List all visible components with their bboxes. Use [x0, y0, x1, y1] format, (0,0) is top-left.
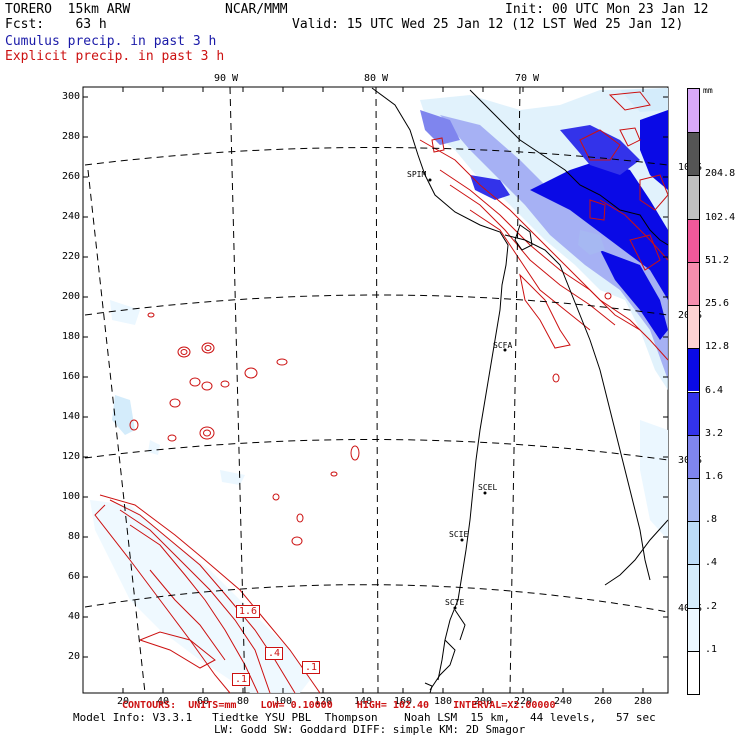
station-scte: SCTE — [445, 598, 465, 607]
cumulus-precip-shading — [90, 88, 668, 693]
footer-model-info: Model Info: V3.3.1 Tiedtke YSU PBL Thomp… — [73, 711, 656, 724]
lon-label-80w: 80 W — [364, 73, 389, 84]
lon-label-90w: 90 W — [214, 73, 239, 84]
y-tick-label: 300 — [61, 91, 80, 102]
x-tick-label: 140 — [353, 696, 373, 707]
x-tick-label: 100 — [273, 696, 293, 707]
colorbar-level-label: 25.6 — [705, 298, 730, 310]
y-tick-label: 120 — [61, 451, 80, 462]
colorbar-unit: mm — [703, 86, 713, 95]
colorbar-segment — [688, 175, 699, 219]
footer-physics: LW: Godd SW: Goddard DIFF: simple KM: 2D… — [214, 723, 526, 736]
contour-label-0-1-a: .1 — [302, 661, 321, 674]
colorbar-segment — [688, 305, 699, 349]
colorbar-segment — [688, 348, 699, 392]
colorbar-segment — [688, 434, 699, 478]
y-tick-label: 20 — [67, 651, 80, 662]
colorbar-segment — [688, 607, 699, 651]
y-tick-label: 80 — [67, 531, 80, 542]
x-tick-label: 280 — [633, 696, 653, 707]
colorbar-level-label: 204.8 — [705, 168, 736, 180]
y-tick-label: 100 — [61, 491, 80, 502]
colorbar-segment — [688, 261, 699, 306]
y-tick-label: 140 — [61, 411, 80, 422]
field-explicit-label: Explicit precip. in past 3 h — [5, 49, 225, 64]
x-tick-label: 60 — [196, 696, 210, 707]
colorbar-segment — [688, 650, 699, 694]
station-markers — [428, 178, 507, 610]
colorbar-level-label: .2 — [705, 600, 718, 612]
center-name: NCAR/MMM — [225, 2, 288, 17]
contour-label-0-1-b: .1 — [232, 673, 251, 686]
y-tick-label: 40 — [67, 611, 80, 622]
x-tick-label: 80 — [236, 696, 250, 707]
y-tick-label: 240 — [61, 211, 80, 222]
colorbar-level-label: 3.2 — [705, 427, 724, 439]
valid-time: Valid: 15 UTC Wed 25 Jan 12 (12 LST Wed … — [292, 17, 684, 32]
colorbar-level-label: 102.4 — [705, 211, 736, 223]
contour-label-0-4: .4 — [265, 647, 284, 660]
init-time: Init: 00 UTC Mon 23 Jan 12 — [505, 2, 709, 17]
colorbar-level-label: 51.2 — [705, 254, 730, 266]
x-tick-label: 180 — [433, 696, 453, 707]
station-spim: SPIM — [407, 170, 427, 179]
x-tick-label: 20 — [116, 696, 130, 707]
station-scfa: SCFA — [493, 341, 513, 350]
station-scel: SCEL — [478, 483, 498, 492]
x-tick-label: 200 — [473, 696, 493, 707]
colorbar-segment — [688, 391, 699, 435]
colorbar-segment — [688, 132, 699, 176]
y-tick-label: 180 — [61, 331, 80, 342]
lat-lon-grid — [84, 87, 668, 693]
axis-ticks — [83, 87, 668, 693]
station-scie: SCIE — [449, 530, 469, 539]
x-tick-label: 120 — [313, 696, 333, 707]
lon-label-70w: 70 W — [515, 73, 540, 84]
x-tick-label: 220 — [513, 696, 533, 707]
x-tick-label: 160 — [393, 696, 413, 707]
x-tick-label: 260 — [593, 696, 613, 707]
coastline — [371, 87, 668, 693]
colorbar-segment — [688, 477, 699, 522]
model-title: TORERO 15km ARW — [5, 2, 131, 17]
field-cumulus-label: Cumulus precip. in past 3 h — [5, 34, 217, 49]
colorbar-level-label: .4 — [705, 557, 718, 569]
y-tick-label: 160 — [61, 371, 80, 382]
colorbar — [687, 88, 700, 695]
colorbar-segment — [688, 521, 699, 565]
colorbar-level-label: .8 — [705, 514, 718, 526]
y-tick-label: 260 — [61, 171, 80, 182]
colorbar-level-label: 12.8 — [705, 341, 730, 353]
colorbar-segment — [688, 218, 699, 262]
x-tick-label: 240 — [553, 696, 573, 707]
colorbar-segment — [688, 89, 699, 133]
y-tick-label: 280 — [61, 131, 80, 142]
y-tick-label: 220 — [61, 251, 80, 262]
contour-label-1-6: 1.6 — [236, 605, 261, 618]
colorbar-level-label: .1 — [705, 643, 718, 655]
colorbar-level-label: 6.4 — [705, 384, 724, 396]
contour-info: CONTOURS: UNITS=mm LOW= 0.10000 HIGH= 10… — [122, 700, 556, 711]
x-tick-label: 40 — [156, 696, 170, 707]
forecast-hour: Fcst: 63 h — [5, 17, 107, 32]
explicit-precip-contours — [94, 91, 668, 693]
colorbar-segment — [688, 564, 699, 608]
y-tick-label: 200 — [61, 291, 80, 302]
colorbar-level-label: 1.6 — [705, 470, 724, 482]
y-tick-label: 60 — [67, 571, 80, 582]
